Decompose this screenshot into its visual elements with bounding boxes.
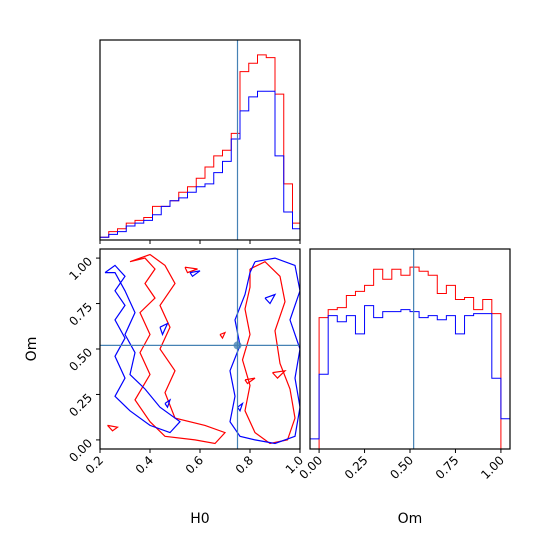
om-histogram-series [310,266,510,450]
h0-histogram-red [99,54,301,240]
h0-marginal-panel [99,39,301,244]
contour-blue-4 [237,401,244,413]
h0-marginal-ticks [99,240,301,244]
contour-blue-3 [164,398,172,409]
om-histogram-red [310,266,510,450]
contour-red-2 [107,424,119,432]
om-x-tick-label-1: 0.25 [342,453,371,482]
contour-red-3 [184,266,198,274]
x-axis-label-h0: H0 [190,511,209,527]
contour-red-0 [129,253,227,445]
om-x-tick-label-4: 1.00 [478,453,507,482]
contour-red-1 [241,260,296,445]
joint-y-tick-label-4: 1.00 [66,254,95,283]
h0-marginal-frame [99,39,301,241]
om-marginal-frame [309,248,511,450]
joint-y-tick-label-2: 0.50 [66,345,95,374]
contour-red-6 [219,331,227,340]
om-marginal-panel: 0.00 0.25 0.50 0.75 1.00 Om [296,248,511,527]
joint-truth-marker [233,341,242,350]
joint-y-tick-label-1: 0.25 [66,391,95,420]
contour-blue-5 [189,270,201,278]
contour-blue-0 [104,264,181,434]
joint-panel: 0.2 0.4 0.6 0.8 1.0 0.000.250.500.751.00 H0 … [24,248,306,527]
om-x-tick-label-3: 0.75 [433,453,462,482]
joint-x-tick-label-2: 0.6 [183,453,206,476]
x-axis-label-om: Om [398,511,423,527]
joint-x-tick-label-1: 0.4 [133,453,156,476]
contour-blue-6 [264,293,277,305]
om-histogram-blue [310,305,510,440]
om-x-ticks: 0.00 0.25 0.50 0.75 1.00 [296,449,507,482]
joint-y-ticks: 0.000.250.500.751.00 [66,254,100,465]
h0-histogram-blue [99,90,301,240]
om-x-tick-label-0: 0.00 [296,453,325,482]
contour-red-5 [244,377,256,385]
joint-x-tick-label-0: 0.2 [83,453,106,476]
joint-contour-series [104,253,300,445]
joint-frame [99,248,301,450]
joint-x-tick-label-3: 0.8 [233,453,256,476]
h0-histogram-series [99,54,301,240]
om-x-tick-label-2: 0.50 [387,453,416,482]
y-axis-label-om: Om [24,337,40,362]
contour-blue-1 [229,257,300,445]
contour-blue-2 [159,322,169,337]
joint-x-ticks: 0.2 0.4 0.6 0.8 1.0 [83,449,306,477]
contour-red-4 [272,369,287,379]
joint-y-tick-label-3: 0.75 [66,300,95,329]
